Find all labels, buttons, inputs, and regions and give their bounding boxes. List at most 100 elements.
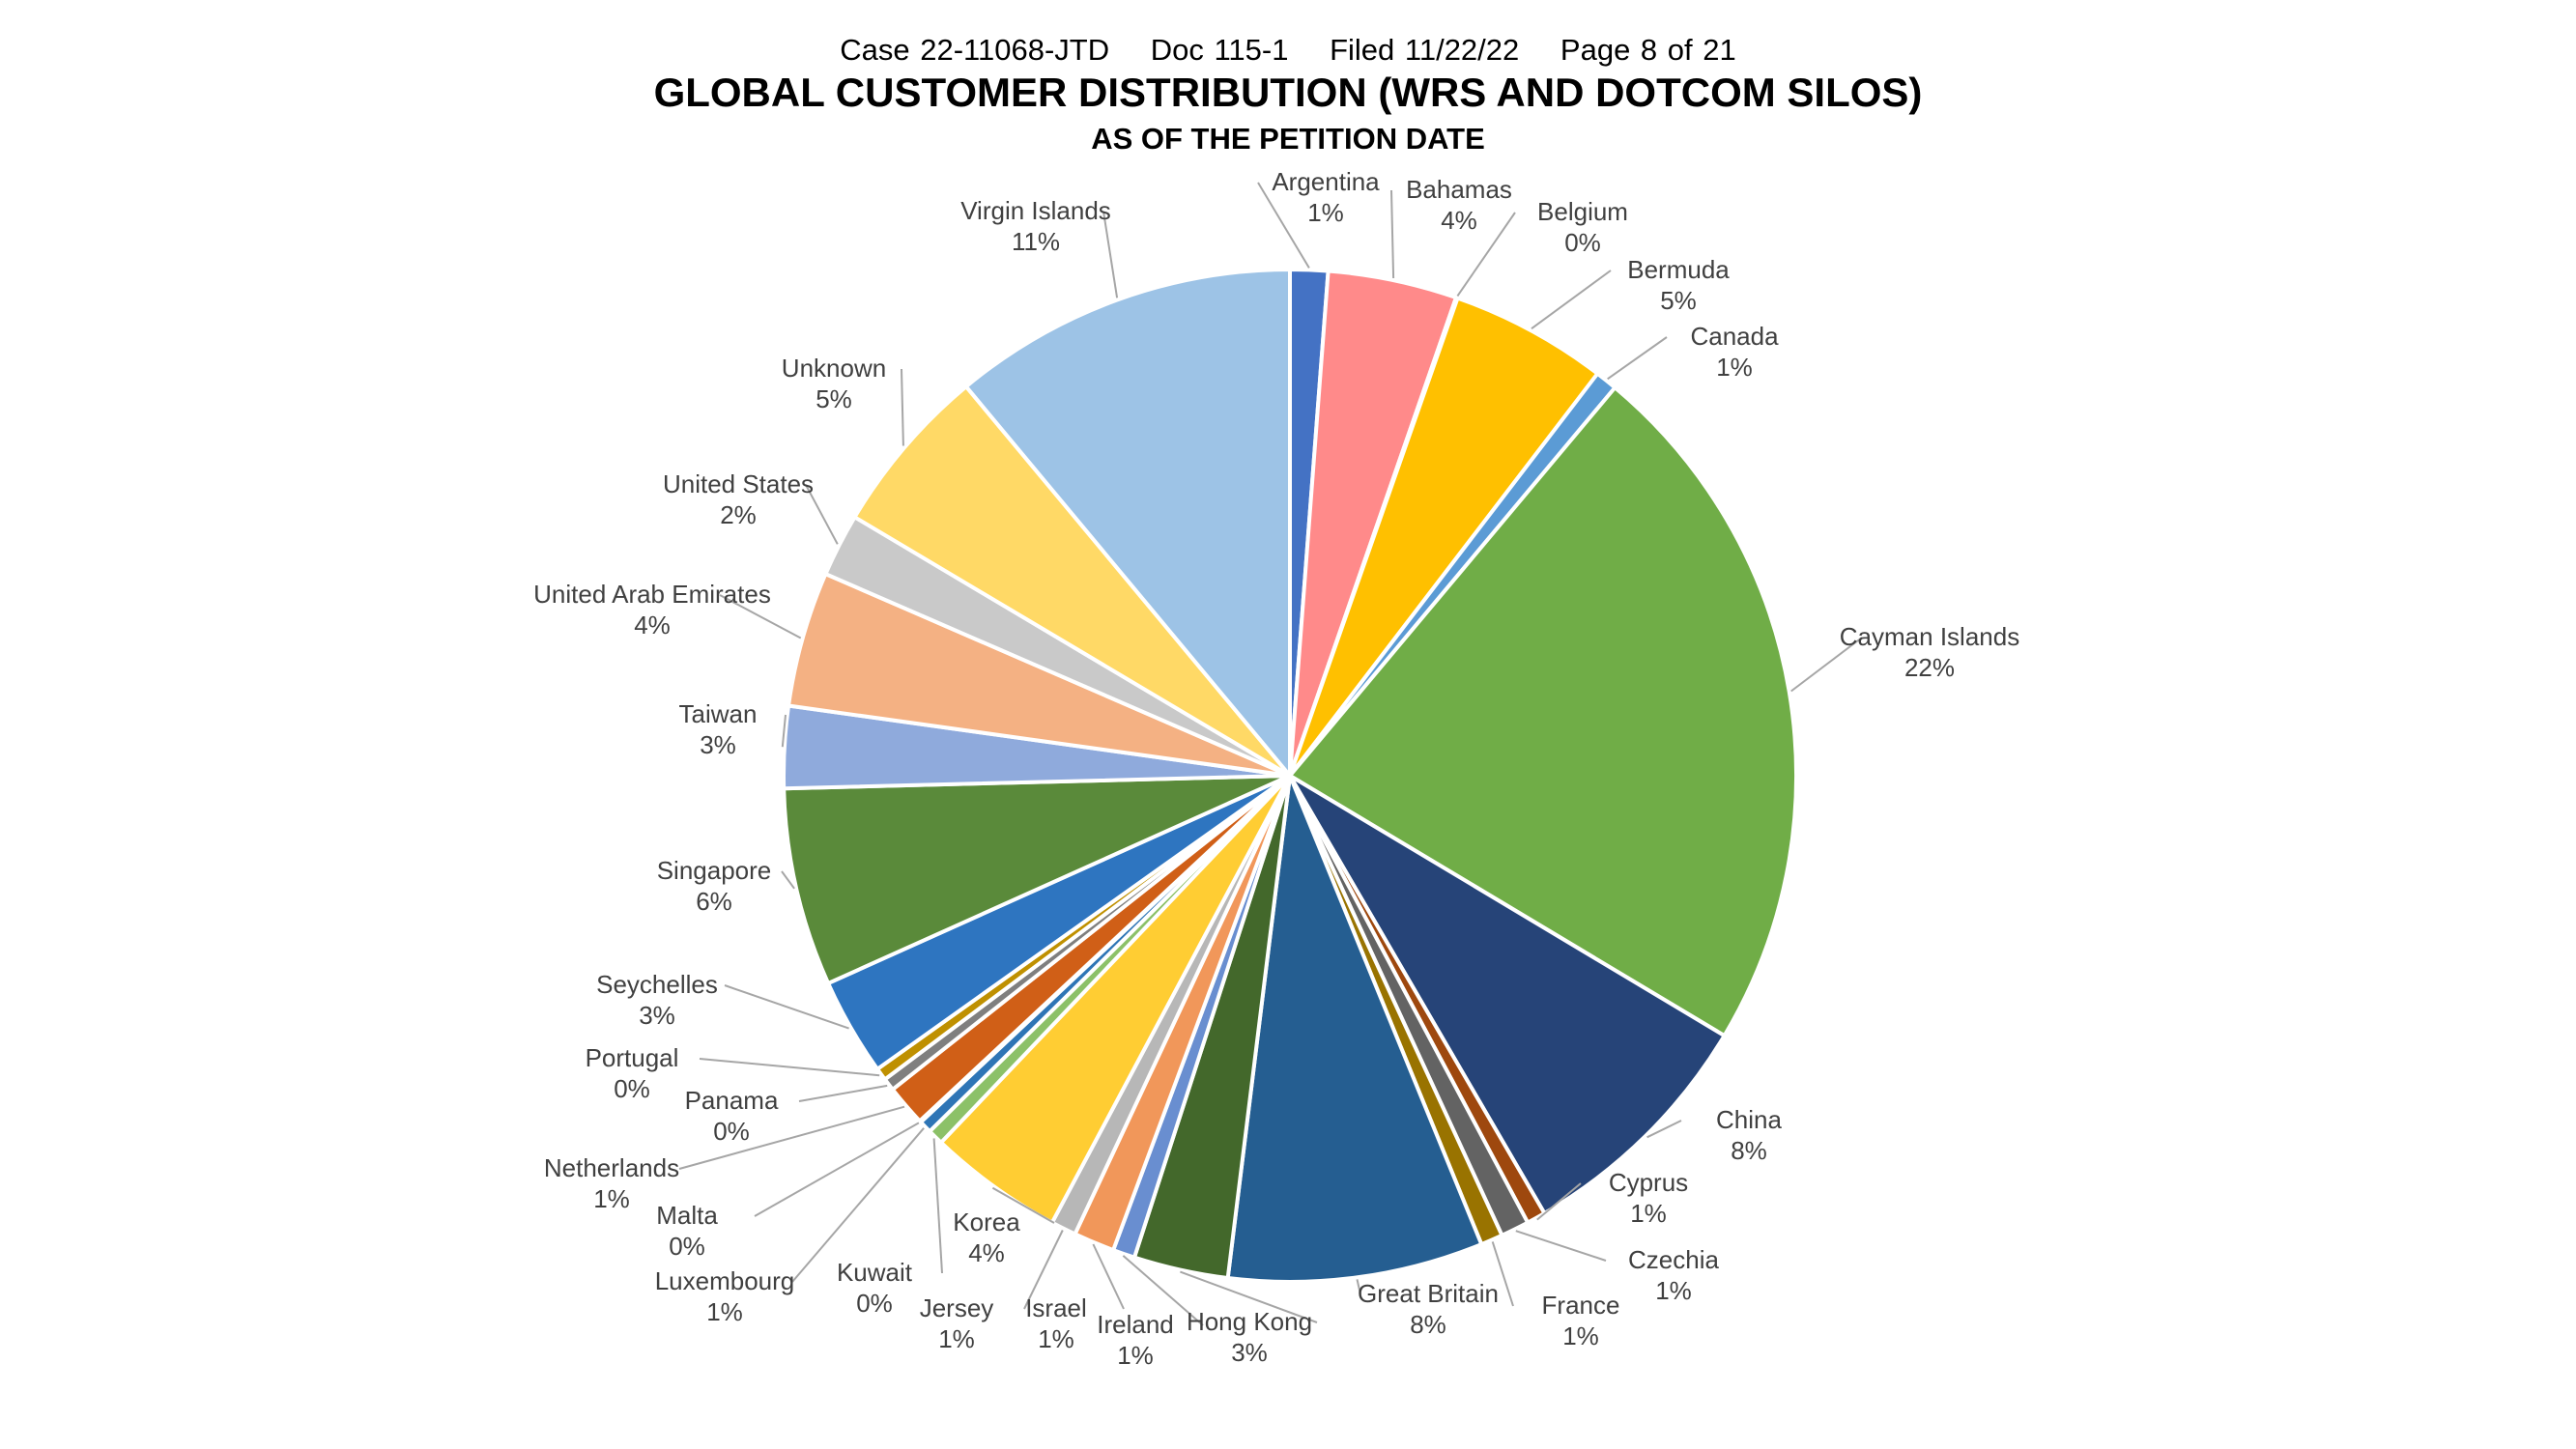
- leader-line: [1257, 182, 1310, 269]
- pie-slice-bermuda: [1288, 296, 1600, 778]
- slice-label: Cayman Islands: [1840, 622, 2019, 651]
- leader-line: [1790, 637, 1863, 693]
- slice-label: Hong Kong: [1187, 1307, 1312, 1336]
- leader-line: [678, 1105, 905, 1170]
- slice-percent-label: 1%: [1630, 1199, 1667, 1228]
- leader-line: [1491, 1241, 1514, 1307]
- slice-percent-label: 1%: [1716, 353, 1753, 382]
- leader-line: [754, 1122, 920, 1217]
- slice-label: Taiwan: [679, 699, 758, 728]
- page-number: Page 8 of 21: [1560, 33, 1736, 67]
- slice-label: United States: [663, 469, 814, 498]
- slice-percent-label: 4%: [968, 1238, 1005, 1267]
- filing-stamp: Case 22-11068-JTD Doc 115-1 Filed 11/22/…: [0, 33, 2576, 68]
- leader-line: [1102, 211, 1119, 298]
- leader-line: [901, 368, 904, 446]
- leader-line: [805, 484, 839, 545]
- slice-label: France: [1542, 1291, 1620, 1320]
- leader-line: [932, 1138, 943, 1274]
- slice-label: Kuwait: [837, 1258, 913, 1287]
- slice-percent-label: 4%: [634, 611, 671, 639]
- slice-percent-label: 1%: [1562, 1321, 1599, 1350]
- slice-label: Luxembourg: [655, 1266, 795, 1295]
- slice-label: Jersey: [920, 1293, 994, 1322]
- slice-label: Belgium: [1537, 197, 1628, 226]
- slice-percent-label: 3%: [700, 730, 736, 759]
- slice-label: Canada: [1690, 322, 1779, 351]
- leader-line: [1536, 1182, 1582, 1221]
- slice-label: Bahamas: [1406, 175, 1512, 204]
- slice-label: United Arab Emirates: [533, 580, 771, 609]
- slice-percent-label: 1%: [938, 1324, 975, 1353]
- filed-date: Filed 11/22/22: [1330, 33, 1520, 67]
- chart-subtitle: AS OF THE PETITION DATE: [1091, 122, 1485, 156]
- leader-line: [1092, 1243, 1125, 1310]
- pie-slice-virgin-islands: [963, 268, 1292, 778]
- slice-percent-label: 3%: [1231, 1338, 1268, 1367]
- slice-percent-label: 1%: [593, 1184, 630, 1213]
- leader-line: [1122, 1255, 1204, 1326]
- slice-percent-label: 3%: [639, 1001, 675, 1030]
- slice-label: Portugal: [586, 1043, 679, 1072]
- slice-percent-label: 8%: [1410, 1310, 1446, 1339]
- slice-label: Cyprus: [1609, 1168, 1688, 1197]
- leader-line: [798, 1084, 888, 1102]
- leader-line: [991, 1186, 1055, 1224]
- slice-percent-label: 0%: [614, 1074, 650, 1103]
- pie-slice-singapore: [782, 774, 1292, 985]
- leader-line: [1515, 1230, 1607, 1262]
- slice-percent-label: 22%: [1904, 653, 1955, 682]
- slice-label: Seychelles: [596, 970, 718, 999]
- pie-slice-great-britain: [1225, 774, 1484, 1284]
- leader-line: [1180, 1270, 1318, 1323]
- slice-percent-label: 5%: [1660, 286, 1697, 315]
- leader-lines: [678, 182, 1863, 1326]
- slice-label: Panama: [685, 1086, 779, 1115]
- slice-label: Israel: [1025, 1293, 1087, 1322]
- slice-percent-label: 1%: [1307, 198, 1344, 227]
- slice-label: Malta: [656, 1201, 718, 1230]
- slice-label: Virgin Islands: [960, 196, 1111, 225]
- leader-line: [719, 594, 802, 639]
- slice-label: Unknown: [782, 354, 886, 383]
- leader-line: [781, 714, 787, 748]
- slice-percent-label: 11%: [1012, 227, 1060, 256]
- slice-label: Ireland: [1097, 1310, 1174, 1339]
- slice-percent-label: 1%: [706, 1297, 743, 1326]
- leader-line: [699, 1058, 880, 1077]
- leader-line: [1390, 189, 1395, 279]
- slice-percent-label: 4%: [1441, 206, 1477, 235]
- leader-line: [1646, 1120, 1682, 1139]
- slice-label: Korea: [953, 1208, 1020, 1236]
- slice-percent-label: 5%: [816, 384, 852, 413]
- slice-label: Bermuda: [1627, 255, 1730, 284]
- slice-percent-label: 2%: [720, 500, 757, 529]
- slice-percent-label: 0%: [856, 1289, 893, 1318]
- doc-number: Doc 115-1: [1150, 33, 1289, 67]
- slice-percent-label: 1%: [1038, 1324, 1074, 1353]
- slice-label: China: [1716, 1105, 1782, 1134]
- slice-label: Singapore: [657, 856, 772, 885]
- slice-percent-label: 0%: [669, 1232, 705, 1261]
- slice-percent-label: 1%: [1117, 1341, 1154, 1370]
- chart-header: Case 22-11068-JTD Doc 115-1 Filed 11/22/…: [0, 33, 2576, 156]
- slice-label: Netherlands: [544, 1153, 679, 1182]
- pie-slice-cayman-islands: [1288, 385, 1798, 1038]
- slice-percent-label: 0%: [713, 1117, 750, 1146]
- case-number: Case 22-11068-JTD: [840, 33, 1110, 67]
- leader-line: [1607, 336, 1668, 381]
- leader-line: [781, 870, 795, 890]
- slice-percent-label: 6%: [696, 887, 732, 916]
- leader-line: [1356, 1279, 1361, 1295]
- slice-label: Czechia: [1628, 1245, 1719, 1274]
- slice-label: Great Britain: [1358, 1279, 1499, 1308]
- leader-line: [1531, 270, 1612, 330]
- slice-percent-label: 0%: [1564, 228, 1601, 257]
- leader-line: [1456, 212, 1516, 297]
- pie-slice-unknown: [852, 384, 1292, 778]
- slice-percent-label: 1%: [1655, 1276, 1692, 1305]
- leader-line: [724, 984, 849, 1030]
- slice-label: Argentina: [1272, 167, 1380, 196]
